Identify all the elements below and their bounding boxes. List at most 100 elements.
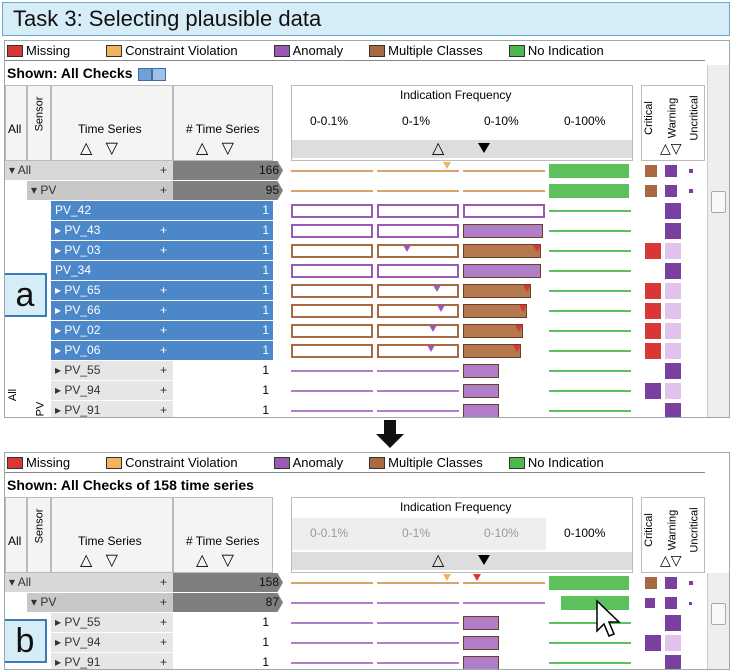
severity-cell[interactable] <box>645 577 657 589</box>
expand-toggle-icon[interactable]: ▸ <box>55 383 65 397</box>
threshold-up-icon[interactable]: △ <box>432 140 445 157</box>
freq-cell[interactable] <box>377 170 459 172</box>
header-sensor[interactable]: Sensor <box>27 497 51 573</box>
freq-cell[interactable] <box>377 190 459 192</box>
add-icon[interactable]: + <box>159 655 167 669</box>
expand-toggle-icon[interactable]: ▸ <box>55 303 65 317</box>
freq-cell[interactable] <box>463 602 545 604</box>
severity-cell[interactable] <box>689 189 693 193</box>
add-icon[interactable]: + <box>159 595 167 609</box>
freq-cell[interactable] <box>291 344 373 358</box>
freq-cell[interactable] <box>377 264 459 278</box>
sev-desc-icon[interactable]: ▽ <box>670 140 682 156</box>
freq-cell[interactable] <box>291 390 373 392</box>
freq-cell[interactable] <box>377 662 459 664</box>
sort-desc-icon[interactable]: ▽ <box>221 552 234 569</box>
sort-desc-icon[interactable]: ▽ <box>105 140 118 157</box>
add-icon[interactable]: + <box>159 223 167 237</box>
header-sensor[interactable]: Sensor <box>27 85 51 161</box>
severity-cell[interactable] <box>665 615 681 631</box>
row-name[interactable]: ▸ PV_02 + <box>51 321 173 340</box>
sort-asc-icon[interactable]: △ <box>196 140 209 157</box>
freq-cell[interactable] <box>463 404 499 417</box>
bin-2[interactable]: 0-10% <box>484 526 519 540</box>
expand-toggle-icon[interactable]: ▸ <box>55 243 65 257</box>
freq-cell[interactable] <box>463 582 545 584</box>
add-icon[interactable]: + <box>159 283 167 297</box>
freq-cell[interactable] <box>377 410 459 412</box>
freq-cell[interactable] <box>377 284 459 298</box>
row-name[interactable]: ▸ PV_06 + <box>51 341 173 360</box>
bin-3[interactable]: 0-100% <box>564 526 606 540</box>
row-name[interactable]: ▸ PV_55 + <box>51 613 173 632</box>
freq-cell[interactable] <box>549 270 631 272</box>
sort-asc-icon[interactable]: △ <box>80 140 93 157</box>
row-name[interactable]: ▸ PV_94 + <box>51 633 173 652</box>
table-row[interactable]: ▸ PV_94 +1 <box>5 381 705 401</box>
sort-asc-icon[interactable]: △ <box>80 552 93 569</box>
severity-cell[interactable] <box>645 598 655 608</box>
severity-cell[interactable] <box>665 263 681 279</box>
header-count[interactable]: # Time Series △ ▽ <box>173 85 273 161</box>
row-name[interactable]: PV_34 <box>51 261 173 280</box>
freq-cell[interactable] <box>463 304 527 318</box>
row-name[interactable]: ▸ PV_91 + <box>51 401 173 417</box>
freq-cell[interactable] <box>291 602 373 604</box>
table-row[interactable]: PV_42 1 <box>5 201 705 221</box>
bin-1[interactable]: 0-1% <box>402 526 431 540</box>
scroll-thumb[interactable] <box>711 191 726 213</box>
severity-cell[interactable] <box>645 165 657 177</box>
freq-cell[interactable] <box>377 602 459 604</box>
row-name[interactable]: ▸ PV_65 + <box>51 281 173 300</box>
freq-cell[interactable] <box>377 370 459 372</box>
expand-toggle-icon[interactable]: ▾ <box>31 183 41 197</box>
bin-0[interactable]: 0-0.1% <box>310 114 349 128</box>
table-row[interactable]: ▸ PV_66 +1 <box>5 301 705 321</box>
freq-cell[interactable] <box>463 636 499 650</box>
freq-cell[interactable] <box>463 324 523 338</box>
freq-cell[interactable] <box>291 190 373 192</box>
expand-toggle-icon[interactable]: ▸ <box>55 615 65 629</box>
table-row[interactable]: ▸ PV_65 +1 <box>5 281 705 301</box>
table-row[interactable]: ▾ PV +87 <box>5 593 705 613</box>
freq-cell[interactable] <box>463 224 543 238</box>
row-name[interactable]: ▾ All + <box>5 573 173 592</box>
freq-cell[interactable] <box>549 642 631 644</box>
expand-toggle-icon[interactable]: ▸ <box>55 343 65 357</box>
table-row[interactable]: ▸ PV_94 +1 <box>5 633 705 653</box>
severity-cell[interactable] <box>665 243 681 259</box>
row-name[interactable]: ▸ PV_03 + <box>51 241 173 260</box>
freq-cell[interactable] <box>561 596 629 610</box>
expand-toggle-icon[interactable]: ▸ <box>55 655 65 669</box>
bin-3[interactable]: 0-100% <box>564 114 606 128</box>
freq-cell[interactable] <box>549 390 631 392</box>
sort-desc-icon[interactable]: ▽ <box>105 552 118 569</box>
severity-cell[interactable] <box>665 403 681 417</box>
bin-2[interactable]: 0-10% <box>484 114 519 128</box>
freq-cell[interactable] <box>377 344 459 358</box>
freq-cell[interactable] <box>463 244 541 258</box>
expand-all-icon[interactable] <box>138 67 153 81</box>
scroll-thumb[interactable] <box>711 603 726 625</box>
freq-cell[interactable] <box>377 244 459 258</box>
severity-cell[interactable] <box>665 323 681 339</box>
freq-cell[interactable] <box>463 616 499 630</box>
severity-cell[interactable] <box>665 597 677 609</box>
freq-cell[interactable] <box>377 582 459 584</box>
freq-cell[interactable] <box>377 204 459 218</box>
freq-cell[interactable] <box>549 576 629 590</box>
table-row[interactable]: ▸ PV_91 +1 <box>5 401 705 417</box>
threshold-marker-icon[interactable] <box>478 143 490 153</box>
table-row[interactable]: ▸ PV_91 +1 <box>5 653 705 669</box>
expand-toggle-icon[interactable]: ▾ <box>31 595 41 609</box>
table-row[interactable]: ▸ PV_55 +1 <box>5 361 705 381</box>
expand-toggle-icon[interactable]: ▸ <box>55 323 65 337</box>
add-icon[interactable]: + <box>159 575 167 589</box>
row-name[interactable]: ▸ PV_94 + <box>51 381 173 400</box>
freq-cell[interactable] <box>549 350 631 352</box>
table-row[interactable]: PV_34 1 <box>5 261 705 281</box>
severity-cell[interactable] <box>645 343 661 359</box>
add-icon[interactable]: + <box>159 403 167 417</box>
freq-cell[interactable] <box>377 304 459 318</box>
expand-toggle-icon[interactable]: ▸ <box>55 635 65 649</box>
